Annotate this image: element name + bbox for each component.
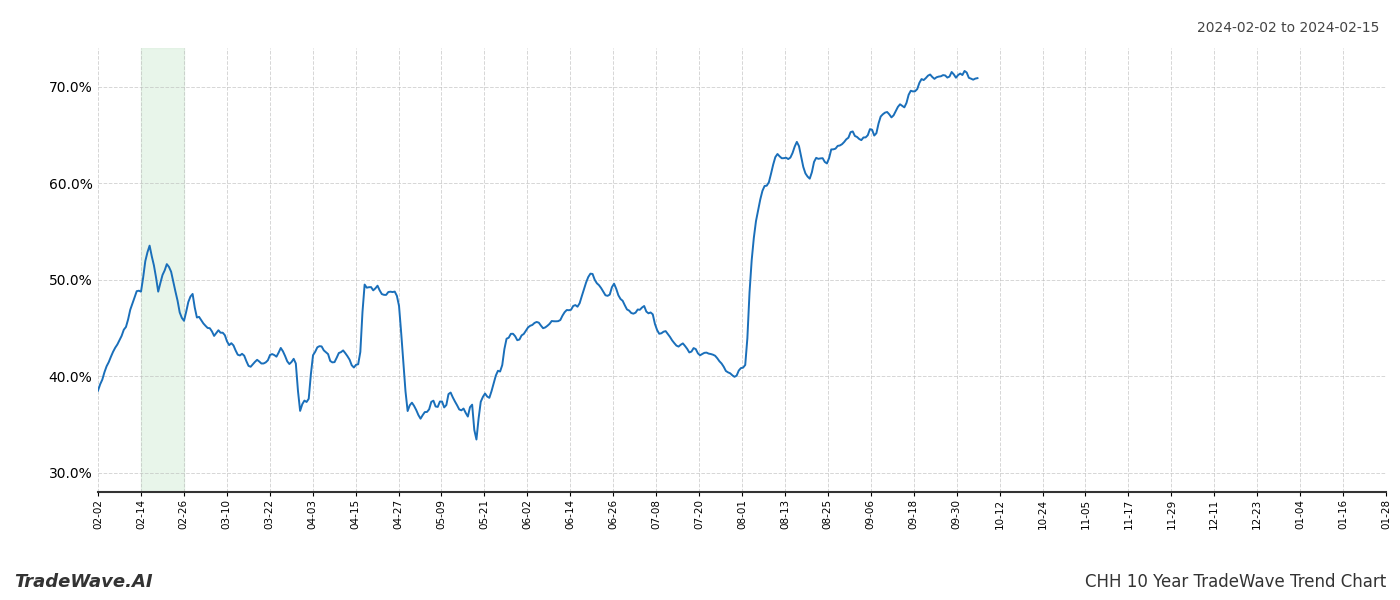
Text: 2024-02-02 to 2024-02-15: 2024-02-02 to 2024-02-15 — [1197, 21, 1379, 35]
Text: TradeWave.AI: TradeWave.AI — [14, 573, 153, 591]
Text: CHH 10 Year TradeWave Trend Chart: CHH 10 Year TradeWave Trend Chart — [1085, 573, 1386, 591]
Bar — [141, 48, 183, 492]
